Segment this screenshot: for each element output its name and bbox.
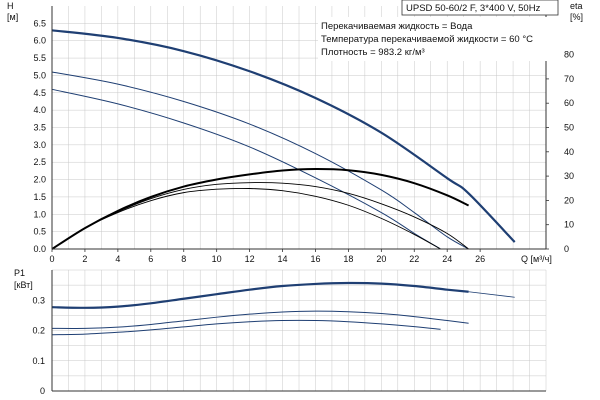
y-axis-title-h-line1: H <box>7 1 14 11</box>
efficiency-curve-5 <box>51 187 441 250</box>
y-tick-label: 4.0 <box>33 105 46 115</box>
x-tick-label: 14 <box>278 254 288 264</box>
y-tick-label: 6.5 <box>33 18 46 28</box>
y-right-tick-label: 70 <box>564 74 574 84</box>
info-fluid: Перекачиваемая жидкость = Вода <box>321 21 473 32</box>
info-box <box>318 17 556 61</box>
x-tick-label: 4 <box>115 254 120 264</box>
y-axis-right-title-line1: eta <box>570 1 583 11</box>
x-tick-label: 8 <box>181 254 186 264</box>
p1-tick-label: 0.2 <box>32 326 45 336</box>
x-tick-label: 12 <box>245 254 255 264</box>
info-density: Плотность = 983.2 кг/м³ <box>321 47 425 58</box>
tick-labels: 0 2 4 6 8 10 12 14 16 18 20 22 24 260.00.51.01.52.02.… <box>32 18 574 396</box>
y-tick-label: 2.0 <box>33 175 46 185</box>
x-tick-label: 6 <box>148 254 153 264</box>
y-tick-label: 0.0 <box>33 244 46 254</box>
info-temperature: Температура перекачиваемой жидкости = 60… <box>321 34 533 45</box>
top-series-group <box>51 29 516 250</box>
y-tick-label: 5.0 <box>33 70 46 80</box>
y-right-tick-label: 10 <box>564 220 574 230</box>
head-curve-2 <box>51 88 441 250</box>
efficiency-curve-4 <box>51 182 469 250</box>
p1-tick-label: 0.1 <box>32 356 45 366</box>
title-box <box>401 0 559 16</box>
y-right-tick-label: 50 <box>564 123 574 133</box>
y-tick-label: 3.5 <box>33 123 46 133</box>
efficiency-curve-3 <box>51 168 470 250</box>
y-axis-right-title-line2: [%] <box>570 12 583 22</box>
y-right-tick-label: 30 <box>564 171 574 181</box>
p1-tick-label: 0 <box>40 386 45 396</box>
y-tick-label: 4.5 <box>33 88 46 98</box>
head-curve-1 <box>51 71 469 250</box>
bottom-series-group <box>51 281 515 336</box>
y-tick-label: 1.0 <box>33 209 46 219</box>
x-tick-label: 0 <box>49 254 54 264</box>
x-tick-label: 16 <box>310 254 320 264</box>
x-axis-title: Q [м³/ч] <box>521 254 552 264</box>
x-tick-label: 18 <box>343 254 353 264</box>
power-curve-1 <box>468 291 515 298</box>
power-curve-0 <box>51 281 469 309</box>
p1-axis-title-line1: P1 <box>14 268 25 278</box>
y-tick-label: 2.5 <box>33 157 46 167</box>
y-tick-label: 5.5 <box>33 53 46 63</box>
y-axis-title-h-line2: [м] <box>7 12 18 22</box>
y-tick-label: 3.0 <box>33 140 46 150</box>
x-tick-label: 24 <box>442 254 452 264</box>
y-tick-label: 6.0 <box>33 36 46 46</box>
y-right-tick-label: 20 <box>564 195 574 205</box>
y-right-tick-label: 40 <box>564 147 574 157</box>
x-tick-label: 2 <box>82 254 87 264</box>
bottom-grid <box>51 269 547 392</box>
y-tick-label: 1.5 <box>33 192 46 202</box>
chart-title: UPSD 50-60/2 F, 3*400 V, 50Hz <box>406 3 541 14</box>
x-tick-label: 22 <box>409 254 419 264</box>
bottom-axes <box>51 270 546 392</box>
p1-tick-label: 0.3 <box>32 295 45 305</box>
power-curve-3 <box>51 319 441 336</box>
p1-axis-title-line2: [кВт] <box>14 280 33 290</box>
y-tick-label: 0.5 <box>33 227 46 237</box>
x-tick-label: 26 <box>475 254 485 264</box>
power-curve-2 <box>51 310 469 329</box>
y-right-tick-label: 60 <box>564 98 574 108</box>
head-curve-0 <box>51 29 516 243</box>
x-tick-label: 10 <box>212 254 222 264</box>
x-tick-label: 20 <box>376 254 386 264</box>
y-right-tick-label: 0 <box>564 244 569 254</box>
y-right-tick-label: 80 <box>564 50 574 60</box>
